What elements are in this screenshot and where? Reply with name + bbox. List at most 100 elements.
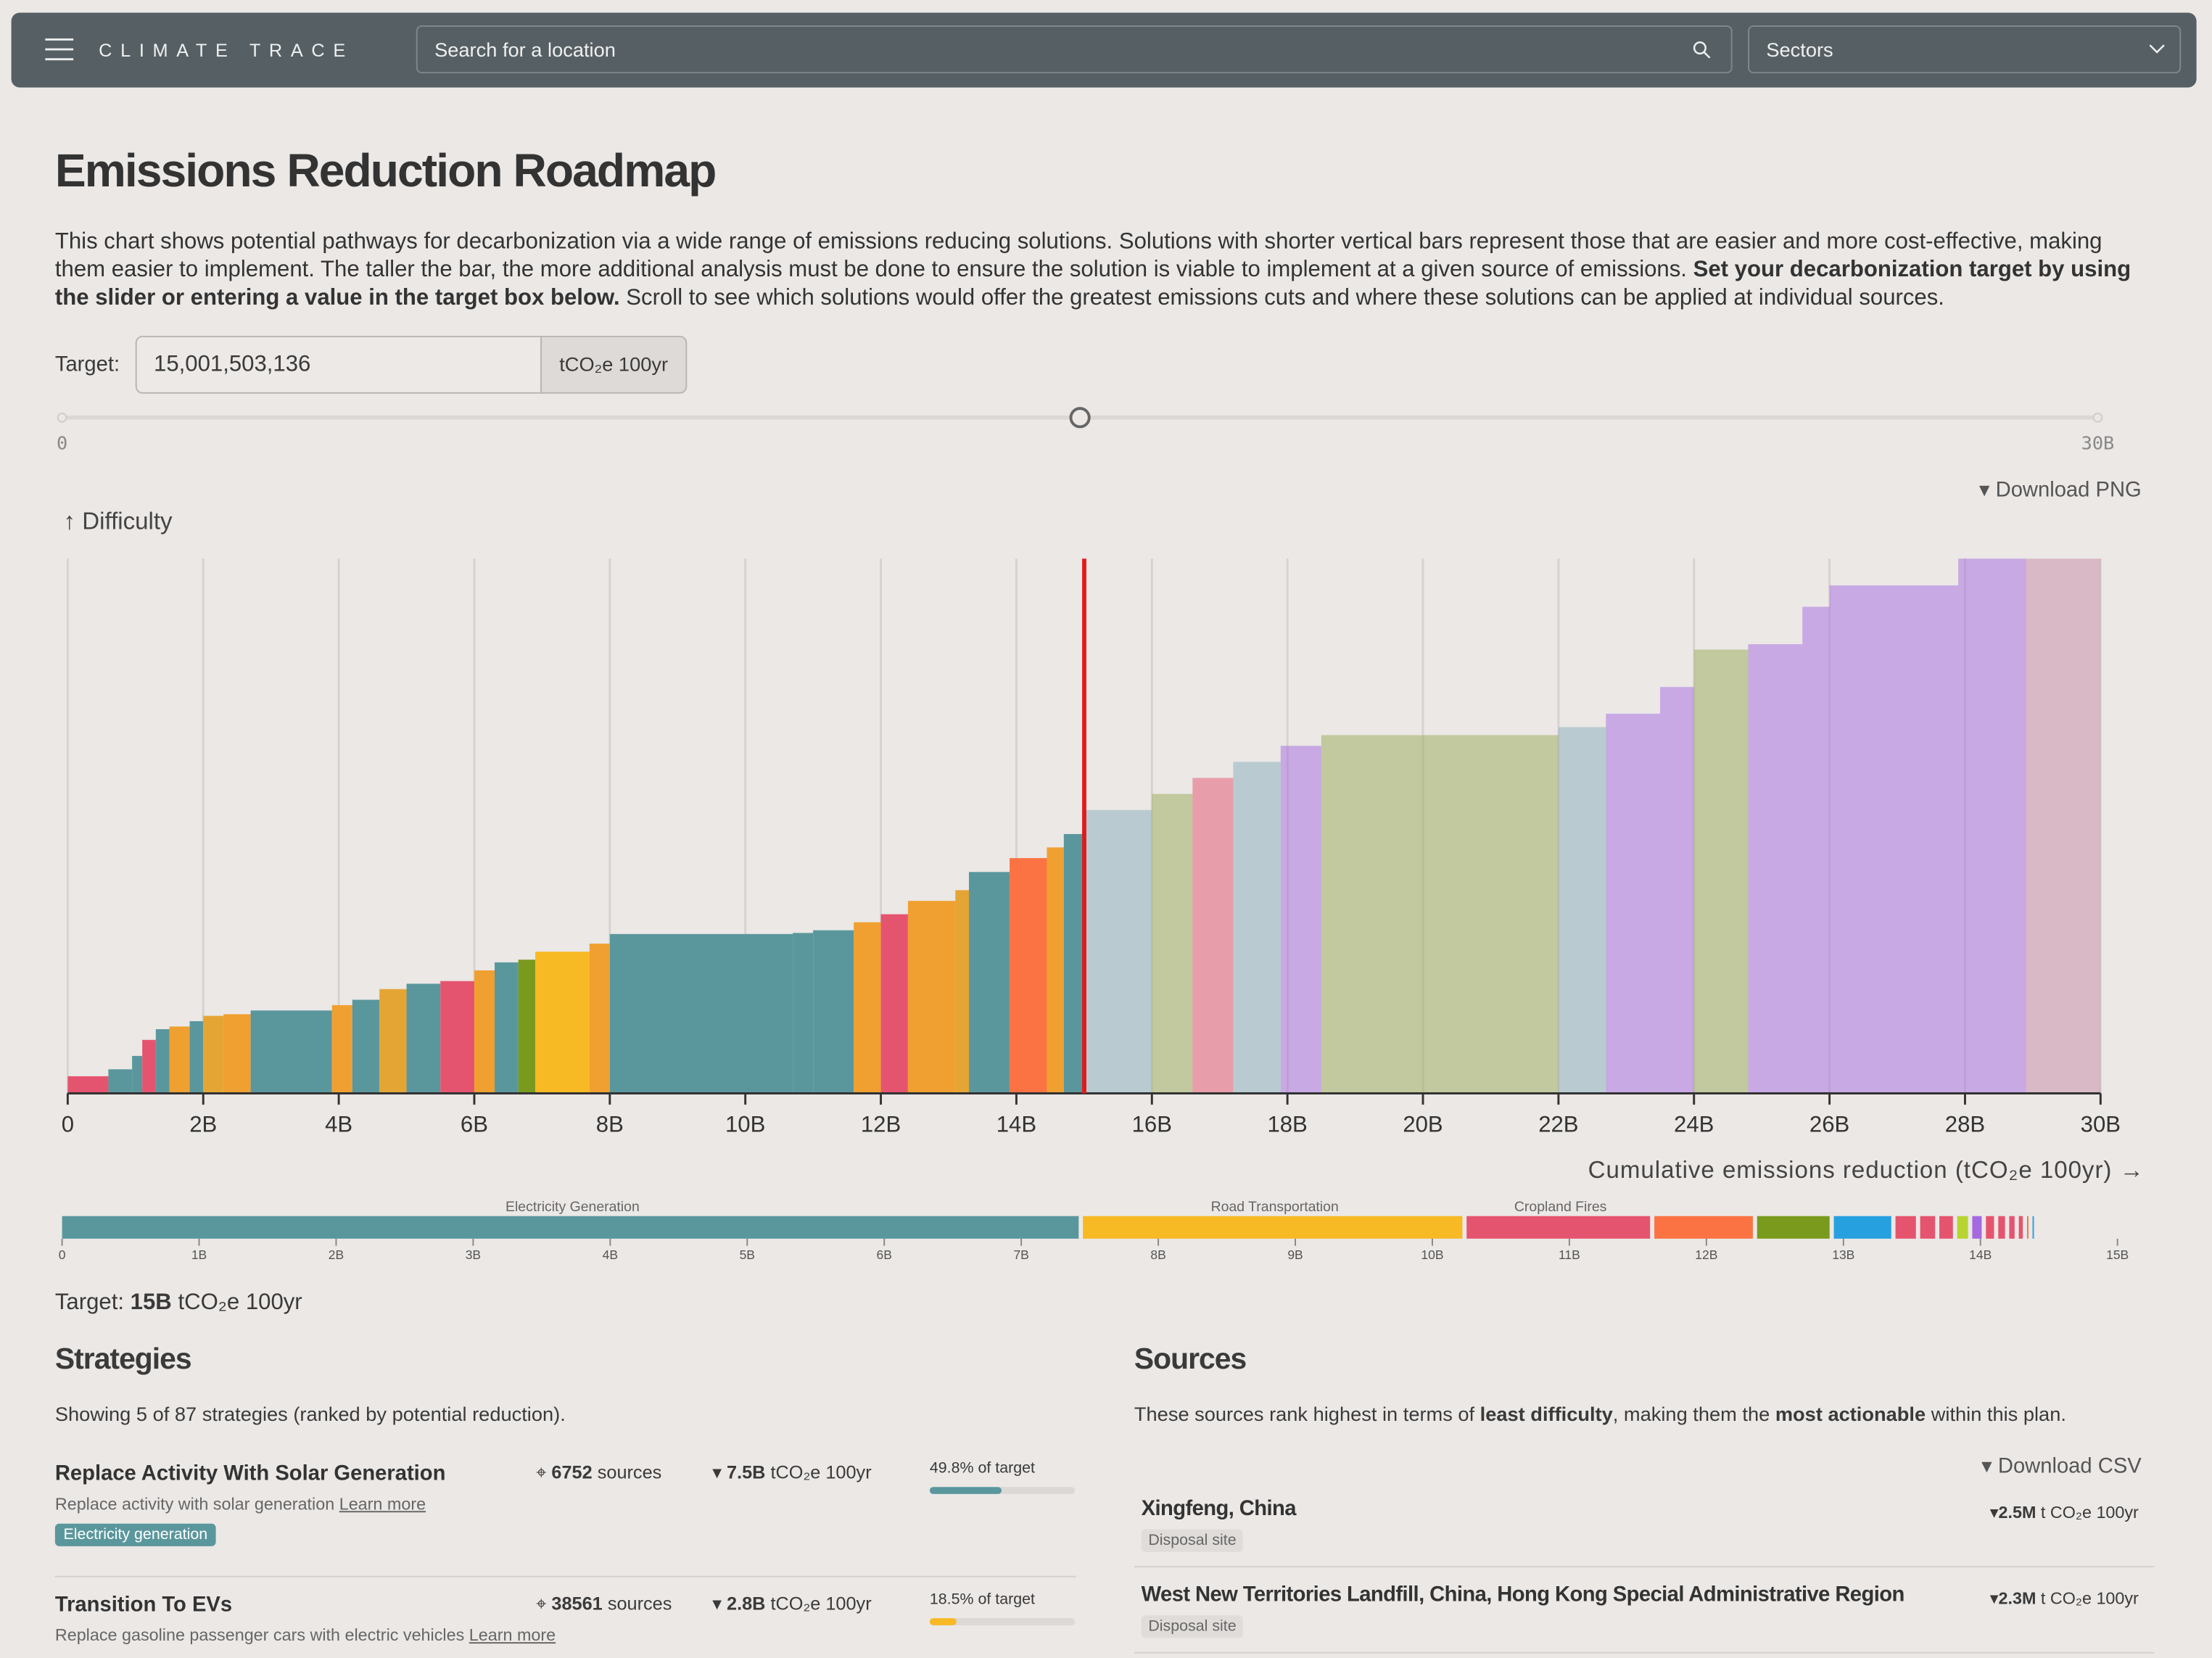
roadmap-bar bbox=[1047, 847, 1064, 1094]
roadmap-bar bbox=[494, 962, 519, 1094]
sector-tick-label: 15B bbox=[2106, 1247, 2129, 1262]
sector-tick-label: 2B bbox=[329, 1247, 344, 1262]
sector-segment bbox=[1833, 1216, 1891, 1239]
menu-icon[interactable] bbox=[45, 37, 76, 62]
roadmap-bar bbox=[880, 914, 908, 1094]
roadmap-bar bbox=[440, 981, 474, 1094]
slider[interactable]: 0 30B bbox=[0, 395, 2212, 466]
summary-value: 15B bbox=[130, 1290, 172, 1315]
reduction-unit: tCO₂e 100yr bbox=[770, 1461, 872, 1483]
amount-value: 2.5M bbox=[1998, 1502, 2036, 1522]
sector-tick-label: 12B bbox=[1695, 1247, 1717, 1262]
source-type: Disposal site bbox=[1141, 1615, 1244, 1638]
x-axis-label: Cumulative emissions reduction (tCO₂e 10… bbox=[1588, 1157, 2145, 1184]
roadmap-bar bbox=[379, 989, 407, 1094]
roadmap-bar bbox=[969, 872, 1010, 1094]
sector-tick-label: 3B bbox=[466, 1247, 481, 1262]
x-tick-label: 18B bbox=[1267, 1111, 1307, 1137]
learn-more-link[interactable]: Learn more bbox=[469, 1625, 556, 1646]
roadmap-bar bbox=[203, 1015, 224, 1094]
roadmap-bar bbox=[223, 1014, 251, 1094]
download-png[interactable]: ▾ Download PNG bbox=[1978, 478, 2142, 503]
source-name[interactable]: Xingfeng, China bbox=[1141, 1496, 1297, 1521]
roadmap-bar bbox=[250, 1010, 332, 1094]
share-bar bbox=[929, 1487, 1002, 1494]
sector-tick-label: 9B bbox=[1287, 1247, 1303, 1262]
amount-unit: t CO₂e 100yr bbox=[2040, 1502, 2139, 1522]
source-amount: ▾2.3M t CO₂e 100yr bbox=[1989, 1588, 2139, 1609]
intro-text: Scroll to see which solutions would offe… bbox=[619, 286, 1944, 310]
sectors-label: Sectors bbox=[1766, 38, 1833, 61]
divider bbox=[1134, 1651, 2155, 1654]
brand[interactable]: CLIMATE TRACE bbox=[99, 39, 354, 61]
share-label: 49.8% of target bbox=[929, 1460, 1035, 1477]
reduction-value: 2.8B bbox=[727, 1593, 766, 1614]
strategy-reduction: ▾ 7.5B tCO₂e 100yr bbox=[712, 1461, 872, 1483]
sector-tick-label: 5B bbox=[740, 1247, 755, 1262]
roadmap-bar bbox=[1280, 746, 1321, 1094]
sectors-dropdown[interactable]: Sectors bbox=[1748, 25, 2182, 74]
sector-segment bbox=[2026, 1216, 2029, 1239]
sources-label: sources bbox=[607, 1593, 672, 1614]
roadmap-bar bbox=[589, 944, 610, 1094]
roadmap-bar bbox=[352, 999, 380, 1094]
share-bar bbox=[929, 1618, 957, 1625]
sector-segment bbox=[1939, 1216, 1953, 1239]
roadmap-bar bbox=[2026, 558, 2101, 1094]
roadmap-bar bbox=[854, 922, 881, 1094]
text: within this plan. bbox=[1926, 1402, 2066, 1425]
source-count: 6752 bbox=[551, 1461, 593, 1483]
description: Replace gasoline passenger cars with ele… bbox=[54, 1625, 465, 1646]
source-name[interactable]: West New Territories Landfill, China, Ho… bbox=[1141, 1583, 1905, 1607]
x-tick-label: 12B bbox=[861, 1111, 901, 1137]
sector-segment bbox=[2009, 1216, 2015, 1239]
slider-max-label: 30B bbox=[2081, 433, 2115, 454]
roadmap-bar bbox=[406, 983, 441, 1094]
download-csv[interactable]: ▾ Download CSV bbox=[1981, 1454, 2142, 1479]
roadmap-bar bbox=[793, 933, 814, 1094]
sector-segment bbox=[1895, 1216, 1916, 1239]
sector-tick-label: 14B bbox=[1969, 1247, 1992, 1262]
sector-label: Road Transportation bbox=[1211, 1199, 1339, 1215]
strategy-tag: Electricity generation bbox=[54, 1523, 216, 1546]
intro-text: This chart shows potential pathways for … bbox=[54, 230, 2102, 283]
roadmap-bar bbox=[1152, 793, 1193, 1094]
target-input[interactable]: 15,001,503,136 bbox=[135, 335, 542, 394]
search-box[interactable]: Search for a location bbox=[416, 25, 1733, 74]
sector-tick-label: 13B bbox=[1832, 1247, 1854, 1262]
strategies-note: Showing 5 of 87 strategies (ranked by po… bbox=[54, 1402, 566, 1425]
x-tick-label: 16B bbox=[1132, 1111, 1172, 1137]
sector-bar: Electricity Generation Road Transportatio… bbox=[59, 1199, 2129, 1262]
sector-segment bbox=[1466, 1216, 1651, 1239]
reduction-value: 7.5B bbox=[727, 1461, 766, 1483]
roadmap-bar bbox=[1748, 644, 1803, 1094]
x-tick-label: 6B bbox=[461, 1111, 488, 1137]
y-axis-label: ↑ Difficulty bbox=[63, 508, 173, 535]
source-amount: ▾2.5M t CO₂e 100yr bbox=[1989, 1502, 2139, 1522]
x-tick-label: 8B bbox=[596, 1111, 624, 1137]
x-tick-label: 28B bbox=[1945, 1111, 1985, 1137]
strategy-reduction: ▾ 2.8B tCO₂e 100yr bbox=[712, 1593, 872, 1614]
roadmap-bar bbox=[1958, 558, 2026, 1094]
strategy-sources: ⌖ 6752 sources bbox=[536, 1461, 662, 1483]
roadmap-bar bbox=[67, 1076, 109, 1094]
x-tick-label: 0 bbox=[62, 1111, 74, 1137]
roadmap-bar bbox=[1010, 858, 1047, 1094]
learn-more-link[interactable]: Learn more bbox=[339, 1493, 426, 1514]
sector-segment bbox=[1757, 1216, 1830, 1239]
chevron bbox=[2149, 44, 2165, 54]
sector-tick-label: 10B bbox=[1421, 1247, 1443, 1262]
download-csv-label: Download CSV bbox=[1997, 1454, 2142, 1479]
roadmap-bar bbox=[609, 933, 793, 1094]
roadmap-bar bbox=[955, 890, 970, 1094]
roadmap-bar bbox=[907, 901, 956, 1094]
strategy-name: Transition To EVs bbox=[54, 1593, 233, 1617]
strategy-description: Replace gasoline passenger cars with ele… bbox=[55, 1625, 556, 1645]
roadmap-bar bbox=[518, 960, 536, 1094]
text: These sources rank highest in terms of bbox=[1134, 1402, 1480, 1425]
x-tick-label: 22B bbox=[1538, 1111, 1578, 1137]
roadmap-bar bbox=[1321, 735, 1559, 1094]
search-icon bbox=[1693, 41, 1711, 59]
slider-knob[interactable] bbox=[1069, 407, 1091, 429]
